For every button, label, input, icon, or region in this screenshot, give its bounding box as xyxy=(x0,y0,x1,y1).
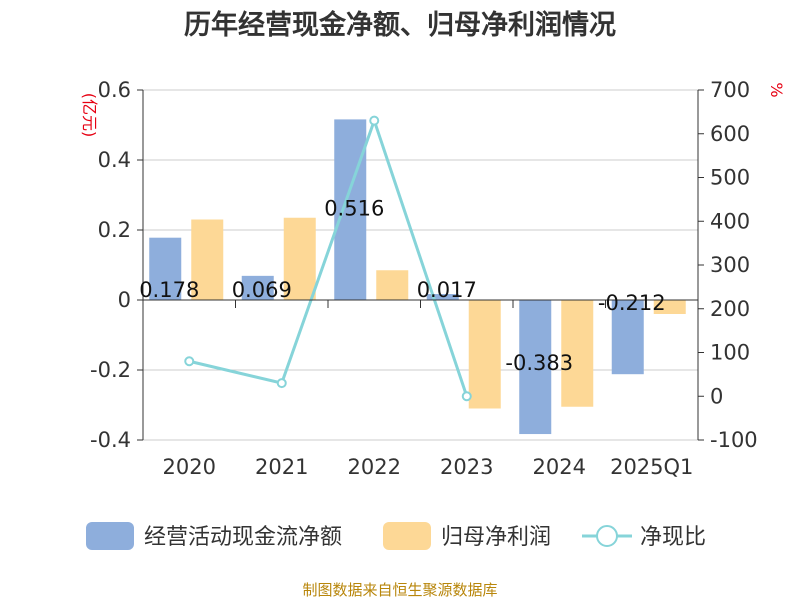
x-tick-label: 2022 xyxy=(348,455,401,479)
cashflow-data-label: 0.516 xyxy=(324,196,384,220)
y-left-tick-label: -0.2 xyxy=(90,358,131,382)
legend-swatch xyxy=(86,522,134,550)
y-right-tick-label: 600 xyxy=(710,122,750,146)
y-left-tick-label: -0.4 xyxy=(90,428,131,452)
y-right-tick-label: 300 xyxy=(710,253,750,277)
data-labels: 0.178 0.069 0.516 0.017 -0.383 -0.212 xyxy=(139,196,665,375)
y-left-tick-label: 0.4 xyxy=(98,148,131,172)
x-tick-label: 2024 xyxy=(533,455,586,479)
cashflow-bar xyxy=(149,237,182,300)
y-left-tick-label: 0.6 xyxy=(98,78,131,102)
chart-title: 历年经营现金净额、归母净利润情况 xyxy=(184,9,616,41)
y-left-tick-label: 0.2 xyxy=(98,218,131,242)
cashflow-bar xyxy=(334,119,367,301)
grid-lines xyxy=(143,89,698,441)
legend-label: 净现比 xyxy=(640,525,706,550)
bars xyxy=(149,119,686,435)
cashflow-data-label: 0.017 xyxy=(417,278,477,302)
y-right-tick-label: 200 xyxy=(710,297,750,321)
x-tick-label: 2023 xyxy=(440,455,493,479)
axes: 0.6 0.4 0.2 0 -0.2 -0.4 700 600 500 400 300 200 100 0… xyxy=(90,78,758,479)
y-left-tick-label: 0 xyxy=(118,288,131,312)
ratio-line-path xyxy=(188,116,469,397)
legend-marker xyxy=(596,525,618,547)
net-profit-bar xyxy=(283,217,316,300)
ratio-point xyxy=(184,356,195,367)
net-profit-bar xyxy=(191,219,224,300)
ratio-point xyxy=(369,115,380,126)
ratio-point xyxy=(461,391,472,402)
cashflow-bar xyxy=(241,275,274,300)
net-profit-bar xyxy=(468,300,501,409)
x-tick-label: 2025Q1 xyxy=(610,455,693,479)
net-profit-bar xyxy=(376,270,409,300)
y-right-tick-label: 0 xyxy=(710,384,723,408)
right-axis-unit: % xyxy=(767,82,786,97)
legend-label: 经营活动现金流净额 xyxy=(144,525,342,550)
y-right-tick-label: 500 xyxy=(710,166,750,190)
x-tick-label: 2020 xyxy=(163,455,216,479)
legend: 经营活动现金流净额 归母净利润 净现比 xyxy=(86,522,706,550)
y-right-tick-label: 100 xyxy=(710,341,750,365)
legend-swatch xyxy=(383,522,431,550)
cashflow-bar xyxy=(426,294,459,300)
cashflow-bar xyxy=(611,300,644,375)
cashflow-data-label: 0.178 xyxy=(139,278,199,302)
net-profit-bar xyxy=(653,300,686,314)
y-right-tick-label: -100 xyxy=(710,428,758,452)
ratio-point xyxy=(276,378,287,389)
net-profit-bar xyxy=(561,300,594,407)
source-note: 制图数据来自恒生聚源数据库 xyxy=(302,581,497,599)
y-right-tick-label: 400 xyxy=(710,209,750,233)
cashflow-bar xyxy=(519,300,552,435)
cashflow-data-label: -0.383 xyxy=(505,351,573,375)
y-right-tick-label: 700 xyxy=(710,78,750,102)
cashflow-data-label: 0.069 xyxy=(232,278,292,302)
legend-label: 归母净利润 xyxy=(441,525,551,550)
cashflow-data-label: -0.212 xyxy=(598,291,666,315)
left-axis-unit: (亿元) xyxy=(80,93,99,138)
ratio-line xyxy=(184,115,472,402)
x-tick-label: 2021 xyxy=(255,455,308,479)
